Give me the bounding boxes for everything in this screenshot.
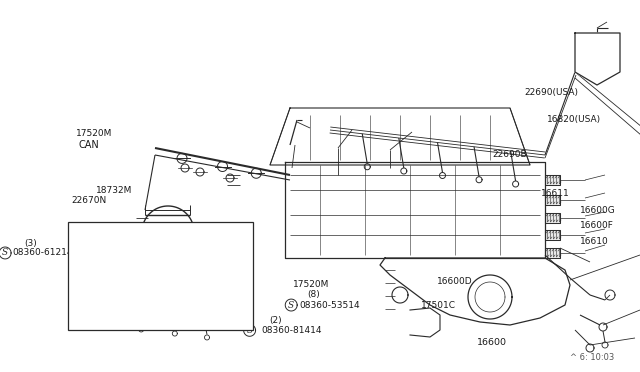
Text: 17501C: 17501C — [154, 240, 189, 249]
Text: 16600F: 16600F — [580, 221, 614, 230]
Bar — [68, 222, 253, 330]
Text: S: S — [288, 301, 294, 310]
Text: 22690B: 22690B — [493, 150, 527, 159]
Text: 17501C: 17501C — [154, 275, 189, 283]
Text: 17520M: 17520M — [293, 280, 330, 289]
Text: 18732M: 18732M — [96, 186, 132, 195]
Text: CAN: CAN — [78, 140, 99, 150]
Text: S: S — [246, 326, 253, 335]
Polygon shape — [545, 213, 560, 223]
Text: 17520N: 17520N — [208, 301, 243, 310]
Text: 08360-81414: 08360-81414 — [261, 326, 322, 335]
Polygon shape — [545, 248, 560, 258]
Text: S: S — [2, 248, 8, 257]
Text: ^ 6: 10:03: ^ 6: 10:03 — [570, 353, 614, 362]
Text: 16600: 16600 — [477, 338, 506, 347]
Text: (3): (3) — [24, 239, 37, 248]
Polygon shape — [270, 108, 530, 165]
Text: 17520M: 17520M — [76, 129, 112, 138]
Text: 17501C: 17501C — [421, 301, 456, 310]
Text: (2): (2) — [269, 316, 282, 325]
Polygon shape — [380, 258, 570, 325]
Polygon shape — [575, 33, 620, 85]
Text: 08360-61214: 08360-61214 — [13, 248, 74, 257]
Text: 16611: 16611 — [541, 189, 570, 198]
Text: (8): (8) — [307, 291, 320, 299]
Polygon shape — [545, 175, 560, 185]
Text: 16600D: 16600D — [436, 278, 472, 286]
Text: 16600G: 16600G — [580, 206, 616, 215]
Text: 22670N: 22670N — [72, 196, 107, 205]
Text: 08360-53514: 08360-53514 — [300, 301, 360, 310]
Text: 16610: 16610 — [580, 237, 609, 246]
Polygon shape — [545, 195, 560, 205]
Polygon shape — [285, 162, 545, 258]
Text: 22690(USA): 22690(USA) — [525, 88, 579, 97]
Polygon shape — [545, 230, 560, 240]
Text: 16820(USA): 16820(USA) — [547, 115, 602, 124]
